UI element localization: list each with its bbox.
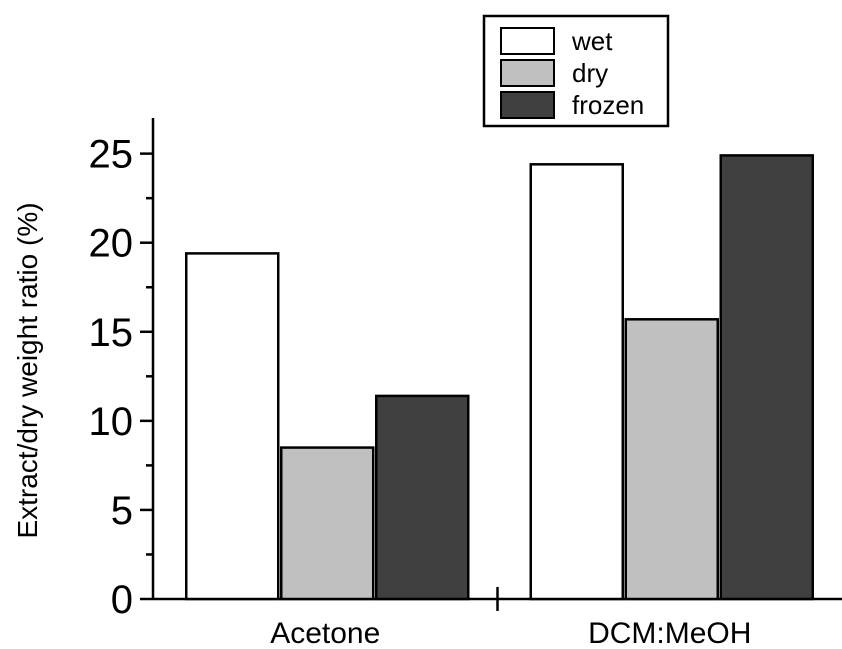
y-tick-label: 15 — [89, 311, 134, 355]
legend-swatch-wet — [500, 27, 555, 55]
bar-wet-1 — [529, 163, 624, 601]
bar-wet-0 — [185, 252, 280, 601]
legend-label-frozen: frozen — [572, 90, 644, 120]
y-ticks: 0 5 10 15 20 25 — [89, 133, 153, 622]
y-tick-label: 0 — [111, 578, 133, 622]
bar-frozen-1 — [719, 154, 814, 601]
y-tick-label: 10 — [89, 400, 134, 444]
bar-dry-1 — [624, 318, 719, 601]
bar-frozen-0 — [375, 394, 470, 601]
legend-swatch-frozen — [500, 91, 555, 119]
legend-swatch-dry — [500, 59, 555, 87]
y-tick-label: 5 — [111, 489, 133, 533]
bars — [185, 154, 814, 601]
legend-label-dry: dry — [572, 58, 608, 88]
x-category-label: Acetone — [270, 617, 380, 649]
y-tick-label: 25 — [89, 133, 134, 177]
legend-label-wet: wet — [571, 26, 613, 56]
y-axis-title: Extract/dry weight ratio (%) — [12, 202, 43, 538]
y-tick-label: 20 — [89, 222, 134, 266]
x-category-label: DCM:MeOH — [588, 617, 751, 649]
labels: Acetone DCM:MeOH — [270, 617, 751, 649]
bar-dry-0 — [280, 446, 375, 601]
